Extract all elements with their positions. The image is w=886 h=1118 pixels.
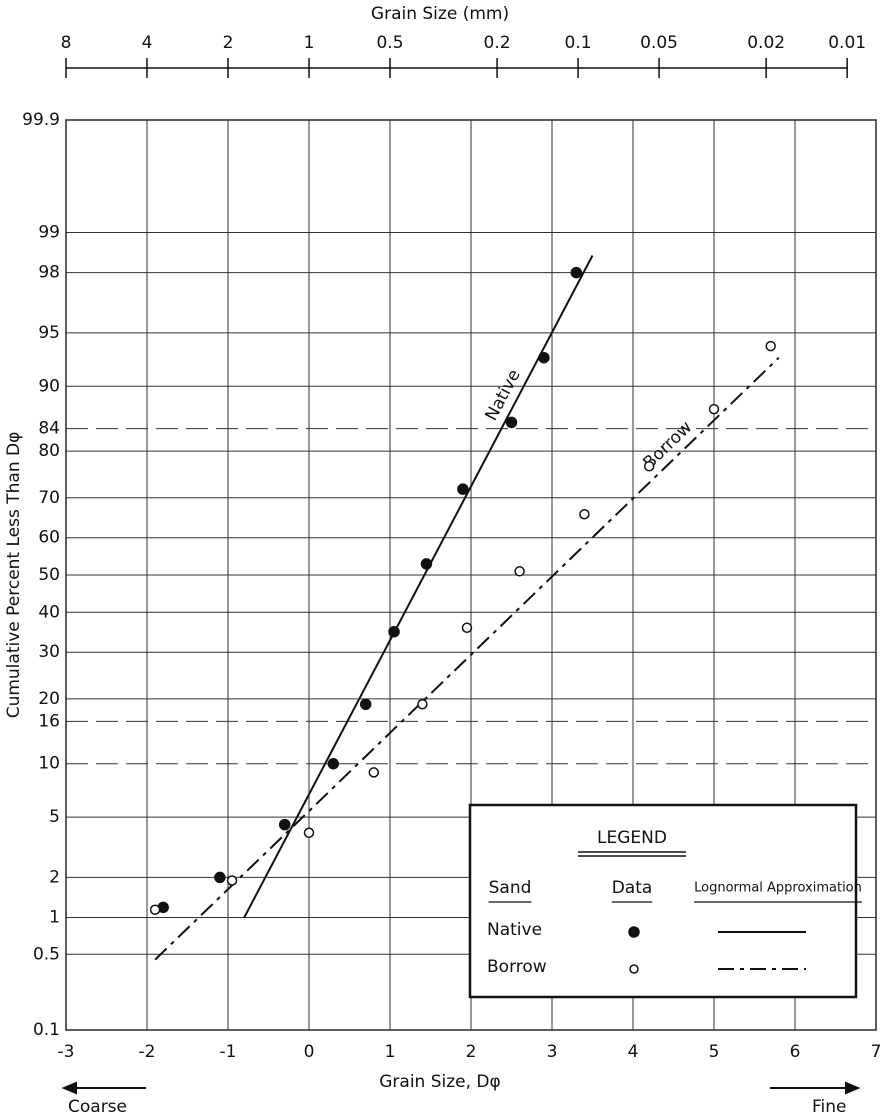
x-tick-label: 6 [790, 1042, 801, 1062]
data-point [570, 266, 583, 279]
y-tick-label: 95 [38, 323, 60, 343]
top-tick-label: 0.1 [565, 33, 592, 53]
y-tick-label: 1 [49, 908, 60, 928]
y-tick-label: 40 [38, 602, 60, 622]
data-point [457, 483, 469, 495]
y-axis-title: Cumulative Percent Less Than Dφ [4, 432, 24, 719]
y-tick-label: 50 [38, 565, 60, 585]
legend-marker [629, 964, 639, 974]
legend-label: Native [487, 920, 542, 940]
y-tick-label: 2 [49, 867, 60, 887]
top-tick-label: 2 [223, 33, 234, 53]
y-tick-label: 80 [38, 441, 60, 461]
data-point [149, 904, 161, 915]
data-point [388, 625, 400, 638]
x-tick-label: -3 [58, 1042, 75, 1062]
y-tick-label: 98 [38, 263, 60, 283]
fit-line [243, 255, 594, 918]
y-tick-label: 0.1 [33, 1020, 60, 1040]
data-point [579, 509, 590, 520]
data-point [226, 875, 238, 886]
data-point [643, 460, 655, 472]
y-tick-label: 60 [38, 528, 60, 548]
y-tick-label: 99 [38, 222, 60, 242]
y-tick-label: 0.5 [33, 944, 60, 964]
legend-box [468, 803, 858, 999]
top-tick-label: 8 [61, 33, 72, 53]
top-tick-label: 0.2 [484, 33, 511, 53]
y-tick-label: 30 [38, 642, 60, 662]
y-tick-label: 70 [38, 488, 60, 508]
y-tick-label: 84 [38, 419, 60, 439]
x-axis-title: Grain Size, Dφ [379, 1072, 501, 1092]
top-tick-label: 0.02 [747, 33, 785, 53]
x-tick-label: 3 [547, 1042, 558, 1062]
coarse-arrowhead [61, 1081, 77, 1095]
top-tick-label: 1 [304, 33, 315, 53]
legend-title: LEGEND [597, 828, 667, 848]
data-point [368, 767, 380, 778]
fine-label: Fine [812, 1097, 847, 1117]
y-tick-label: 5 [49, 807, 60, 827]
y-tick-label: 10 [38, 754, 60, 774]
legend-header: Sand [489, 878, 532, 898]
legend-marker [628, 926, 640, 938]
data-point [278, 818, 291, 831]
data-point [303, 827, 315, 839]
x-tick-label: 1 [385, 1042, 396, 1062]
arrows [61, 1081, 861, 1095]
legend-header: Data [612, 878, 653, 898]
x-tick-label: 7 [871, 1042, 882, 1062]
top-tick-label: 4 [142, 33, 153, 53]
y-tick-label: 90 [38, 376, 60, 396]
coarse-label: Coarse [68, 1097, 127, 1117]
x-tick-label: 2 [466, 1042, 477, 1062]
data-point [417, 699, 428, 710]
legend-label: Borrow [487, 957, 547, 977]
top-tick-label: 0.05 [640, 33, 678, 53]
x-tick-label: 5 [709, 1042, 720, 1062]
data-point [505, 416, 518, 429]
data-point [420, 558, 433, 570]
data-point [359, 698, 372, 711]
legend: LEGEND Sand Data Lognormal Approximation Nat… [468, 803, 862, 999]
y-tick-label: 99.9 [22, 110, 60, 130]
data-point [214, 871, 226, 884]
data-point [327, 757, 340, 770]
x-tick-label: -1 [220, 1042, 237, 1062]
top-tick-label: 0.5 [376, 33, 403, 53]
data-point [538, 351, 550, 364]
fine-arrowhead [845, 1081, 861, 1095]
data-point [765, 340, 776, 352]
x-tick-label: 0 [304, 1042, 315, 1062]
data-point [461, 622, 473, 634]
top-tick-label: 0.01 [828, 33, 866, 53]
x-tick-label: 4 [628, 1042, 639, 1062]
x-tick-label: -2 [139, 1042, 156, 1062]
data-point [708, 403, 720, 415]
legend-header: Lognormal Approximation [694, 881, 862, 896]
data-point [514, 566, 525, 577]
y-tick-label: 20 [38, 689, 60, 709]
top-axis-title: Grain Size (mm) [371, 4, 509, 24]
y-tick-label: 16 [38, 711, 60, 731]
